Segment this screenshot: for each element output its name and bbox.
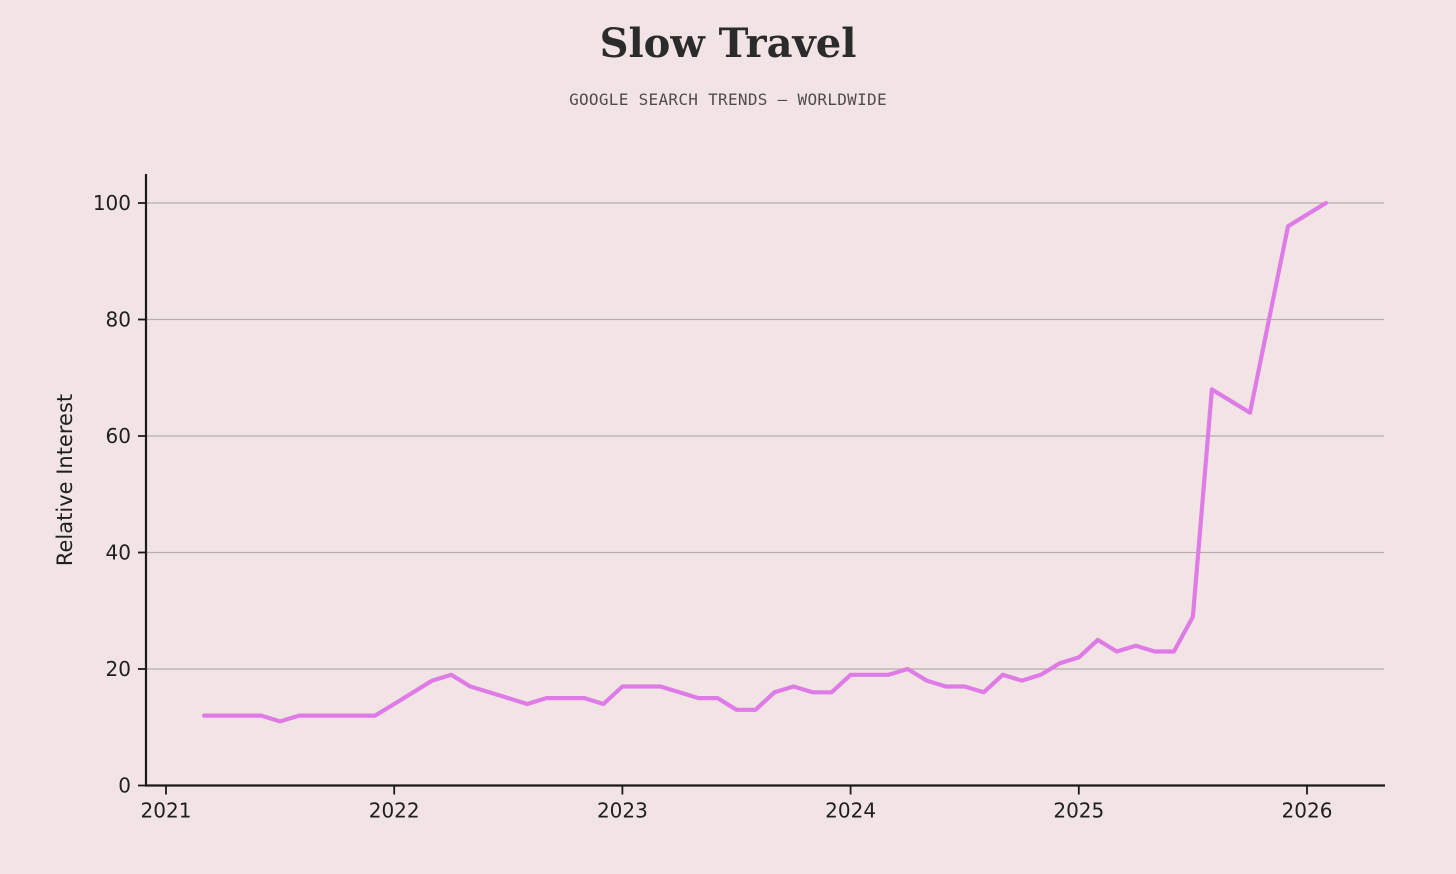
x-tick-label-2024: 2024 bbox=[825, 799, 876, 823]
y-tick-label-100: 100 bbox=[93, 191, 131, 215]
y-tick-label-60: 60 bbox=[106, 424, 131, 448]
page-title: Slow Travel bbox=[599, 20, 857, 67]
y-tick-label-40: 40 bbox=[106, 541, 131, 565]
y-axis-label: Relative Interest bbox=[53, 394, 77, 566]
y-tick-label-80: 80 bbox=[106, 308, 131, 332]
x-tick-label-2026: 2026 bbox=[1282, 799, 1333, 823]
x-tick-label-2025: 2025 bbox=[1053, 799, 1104, 823]
x-tick-label-2023: 2023 bbox=[597, 799, 648, 823]
x-tick-label-2021: 2021 bbox=[141, 799, 192, 823]
y-tick-label-0: 0 bbox=[118, 774, 131, 798]
trend-line bbox=[201, 200, 1329, 724]
y-tick-label-20: 20 bbox=[106, 657, 131, 681]
x-tick-label-2022: 2022 bbox=[369, 799, 420, 823]
page-subtitle: GOOGLE SEARCH TRENDS — WORLDWIDE bbox=[569, 90, 887, 109]
